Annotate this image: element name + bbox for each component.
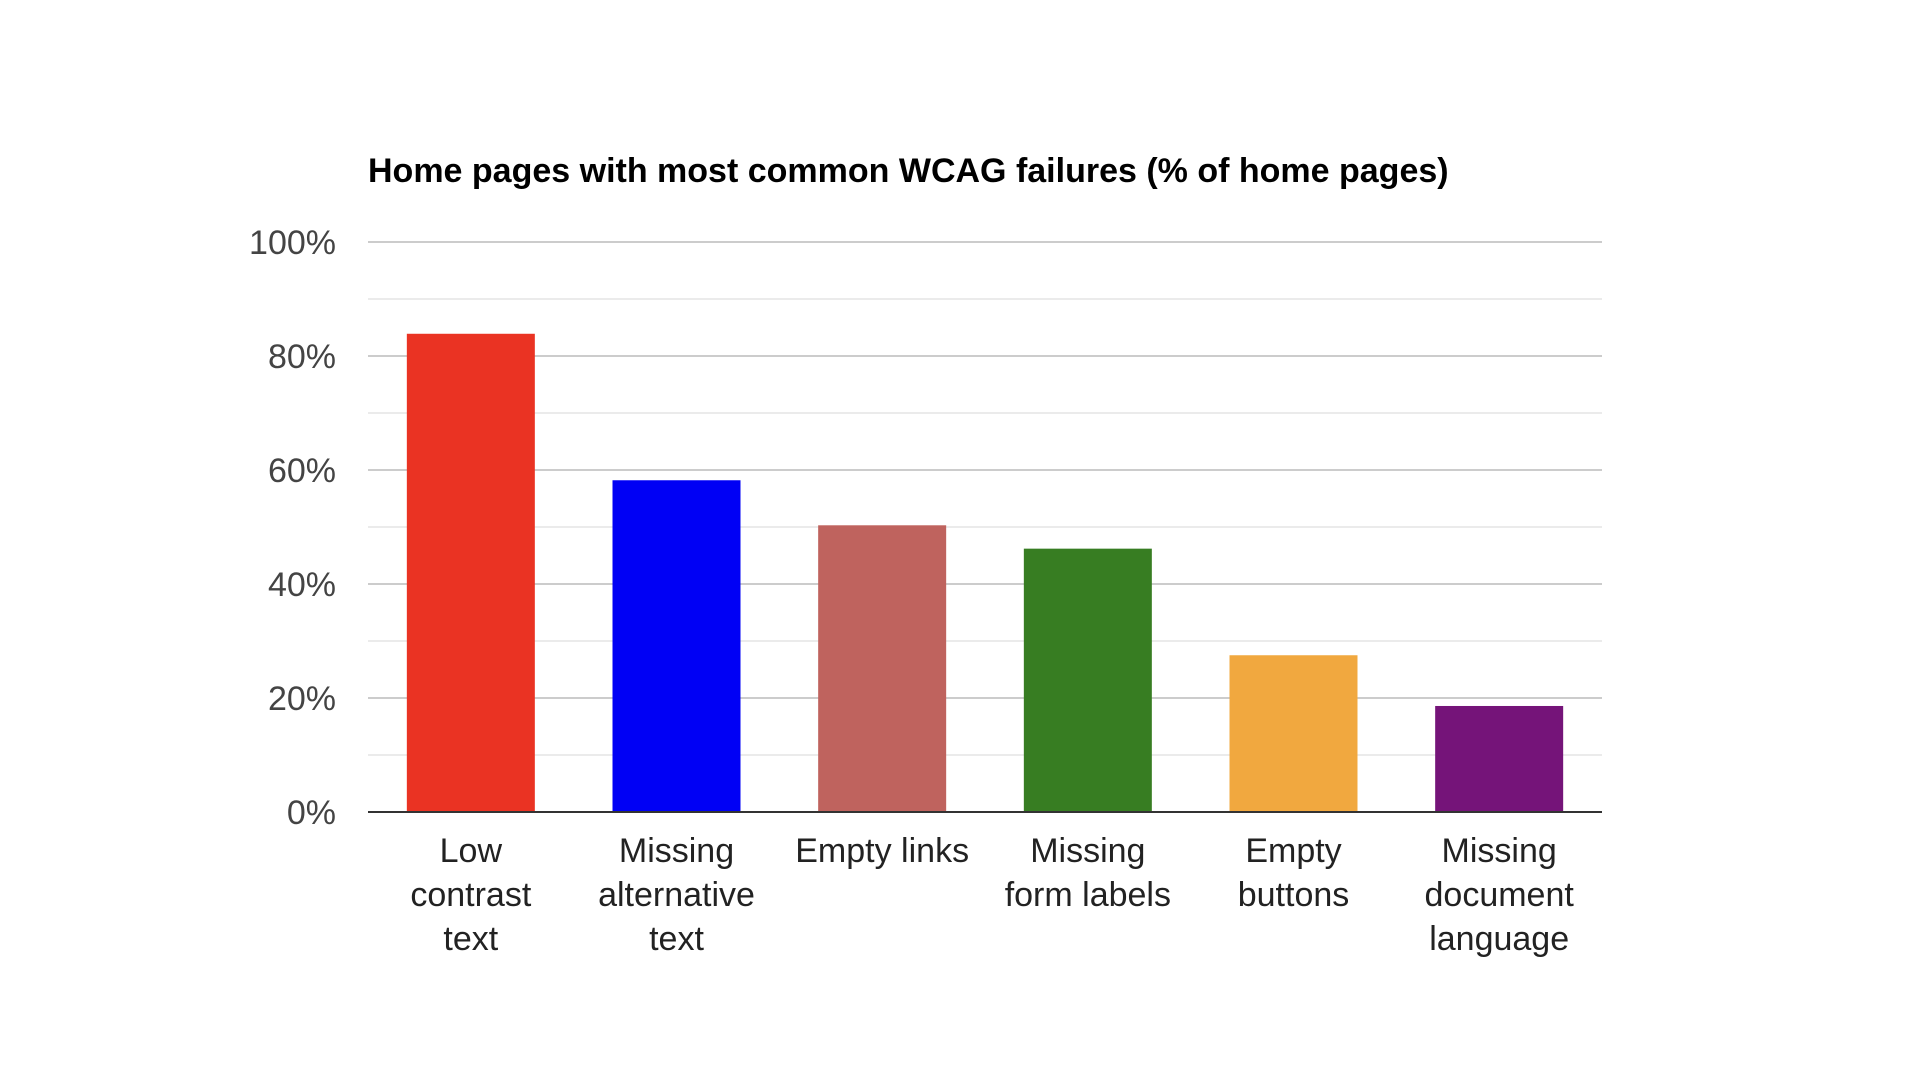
y-axis-ticks: 0% 20% 40% 60% 80% 100% [249,224,336,832]
x-tick-label: Missing alternative text [598,832,755,958]
x-axis-labels: Low contrast text Missing alternative text Emp… [410,832,1574,958]
y-tick-label: 100% [249,224,336,262]
y-tick-label: 20% [268,680,336,718]
y-tick-label: 40% [268,566,336,604]
bar [1023,548,1152,812]
gridlines [368,241,1602,756]
bar [612,480,741,812]
bars [406,333,1564,812]
y-tick-label: 0% [287,794,336,832]
y-tick-label: 80% [268,338,336,376]
bar [818,525,947,812]
x-tick-label: Low contrast text [410,832,531,958]
bar [1435,705,1564,812]
x-tick-label: Empty links [795,832,969,870]
x-tick-label: Missing form labels [1005,832,1171,914]
bar [1229,655,1358,812]
chart-title: Home pages with most common WCAG failure… [368,152,1449,190]
y-tick-label: 60% [268,452,336,490]
x-tick-label: Missing document language [1425,832,1575,958]
x-tick-label: Empty buttons [1238,832,1350,914]
bar [406,333,535,812]
